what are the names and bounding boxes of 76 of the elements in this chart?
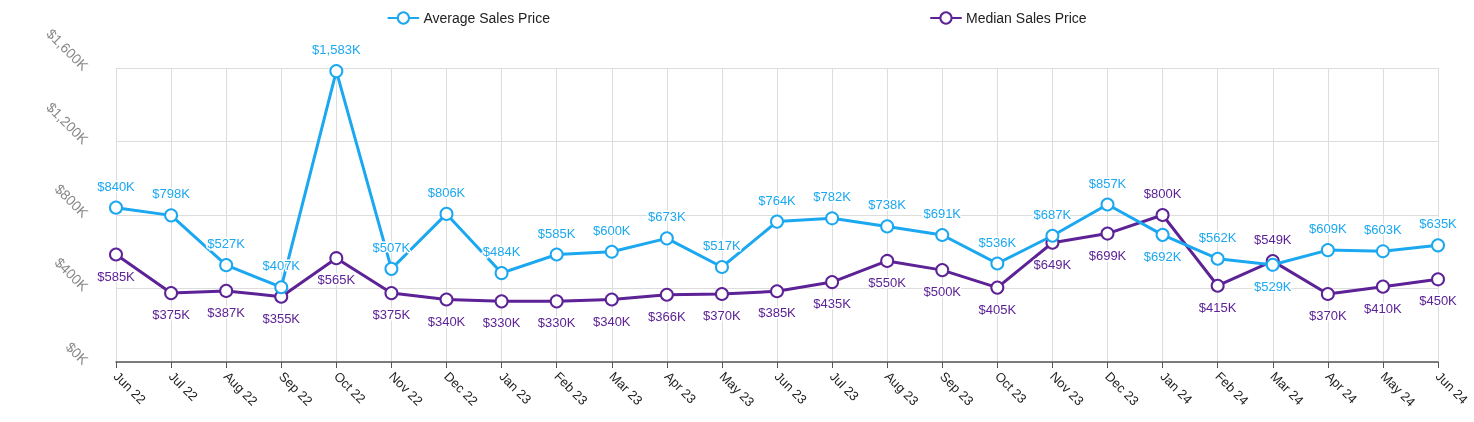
data-label: $370K [703, 308, 742, 324]
data-label: $738K [868, 197, 907, 213]
data-label: $687K [1033, 206, 1072, 222]
x-tick-label: Dec 23 [1102, 368, 1142, 409]
y-tick-label: $0K [62, 338, 93, 369]
x-tick-label: Sep 23 [936, 368, 977, 409]
data-label: $340K [427, 313, 466, 329]
data-label: $529K [1253, 278, 1292, 294]
x-tick-label: Jun 24 [1432, 368, 1471, 407]
x-tick-label: Jul 22 [165, 368, 201, 404]
data-label: $370K [1309, 308, 1347, 324]
x-tick-label: Apr 24 [1322, 368, 1361, 407]
data-label: $764K [758, 192, 797, 208]
data-label: $562K [1198, 229, 1237, 245]
data-label: $782K [813, 189, 852, 205]
data-label: $435K [813, 296, 852, 312]
x-tick-label: Nov 23 [1047, 368, 1087, 409]
x-tick-label: Jun 22 [110, 368, 149, 407]
legend-label: Average Sales Price [423, 10, 551, 26]
data-label: $355K [262, 310, 301, 326]
data-label: $585K [537, 225, 576, 241]
data-label: $603K [1364, 222, 1403, 238]
x-tick-label: Sep 22 [275, 368, 316, 409]
data-label: $517K [703, 238, 742, 253]
data-label: $375K [152, 307, 191, 323]
x-tick-label: Mar 23 [606, 368, 646, 408]
data-label: $410K [1364, 300, 1403, 316]
data-label: $366K [648, 308, 686, 324]
x-tick-label: Jan 24 [1157, 368, 1196, 407]
x-tick-label: Aug 23 [881, 368, 922, 409]
x-tick-label: Feb 24 [1212, 368, 1252, 408]
data-label: $840K [97, 178, 136, 194]
data-label: $550K [868, 274, 907, 290]
data-label: $500K [923, 284, 962, 300]
data-label: $385K [758, 305, 797, 321]
data-label: $691K [923, 206, 962, 222]
data-label: $340K [592, 313, 631, 329]
data-label: $484K [482, 244, 521, 260]
x-tick-label: Oct 22 [331, 368, 369, 407]
x-tick-label: Jan 23 [496, 368, 535, 407]
data-label: $600K [592, 222, 631, 238]
data-label: $549K [1253, 232, 1292, 248]
data-label: $857K [1088, 175, 1127, 191]
data-label: $800K [1143, 186, 1182, 201]
data-label: $798K [152, 186, 191, 202]
data-label: $415K [1198, 299, 1237, 315]
data-label: $527K [207, 236, 246, 252]
x-tick-label: May 24 [1377, 368, 1419, 410]
data-label: $635K [1419, 216, 1458, 232]
data-label: $585K [97, 268, 136, 284]
x-tick-label: Oct 23 [992, 368, 1030, 407]
x-tick-label: Apr 23 [661, 368, 700, 407]
x-tick-label: Jul 23 [826, 368, 862, 404]
x-tick-label: Jun 23 [771, 368, 810, 407]
data-label: $673K [648, 209, 686, 225]
data-label: $330K [482, 315, 521, 331]
x-tick-label: Dec 22 [441, 368, 481, 409]
legend-label: Median Sales Price [965, 10, 1087, 26]
data-label: $387K [207, 304, 246, 320]
data-label: $375K [372, 307, 411, 323]
x-tick-label: Aug 22 [220, 368, 261, 409]
data-label: $405K [978, 301, 1017, 317]
data-label: $609K [1309, 221, 1347, 237]
x-tick-label: Mar 24 [1267, 368, 1307, 408]
x-tick-label: Feb 23 [551, 368, 591, 408]
data-label: $450K [1419, 293, 1458, 309]
x-tick-label: Nov 22 [386, 368, 426, 409]
data-label: $536K [978, 234, 1017, 250]
data-label: $330K [537, 315, 576, 331]
data-label: $565K [317, 272, 356, 288]
data-label: $649K [1033, 256, 1072, 272]
data-label: $699K [1088, 247, 1127, 263]
x-tick-label: May 23 [716, 368, 758, 410]
data-label: $692K [1143, 248, 1182, 264]
data-label: $806K [427, 184, 466, 200]
data-label: $1,583K [312, 42, 361, 58]
